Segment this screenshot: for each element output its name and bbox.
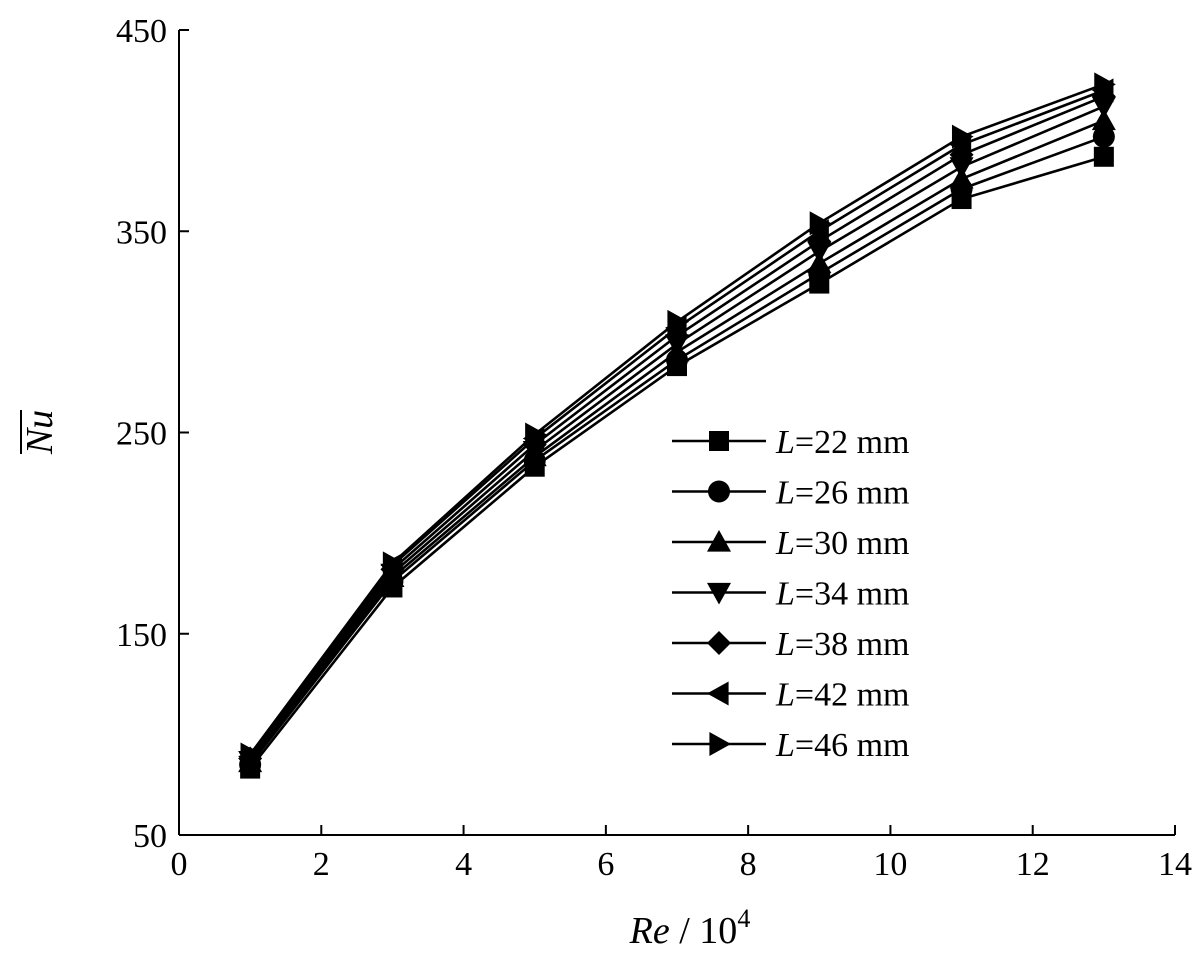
legend-marker (709, 732, 731, 756)
legend-marker (707, 530, 731, 552)
data-point-series-7 (525, 422, 547, 447)
legend-label: L=46 mm (775, 727, 910, 764)
x-axis-label-unit: / 10 (670, 910, 738, 952)
data-point-series-7 (1094, 72, 1116, 97)
x-tick-label: 8 (740, 846, 757, 883)
x-tick-label: 6 (597, 846, 614, 883)
y-tick-label: 350 (116, 214, 167, 251)
legend-marker (708, 480, 730, 503)
legend-item: L=46 mm (672, 727, 910, 764)
y-tick-label: 450 (116, 13, 167, 50)
series-line-6 (249, 89, 1105, 758)
y-ticks: 50 150 250 350 450 (116, 13, 189, 855)
data-point-series-7 (809, 211, 832, 236)
x-tick-label: 2 (313, 846, 330, 883)
legend-marker (709, 431, 729, 451)
x-tick-label: 12 (1016, 846, 1050, 883)
x-tick-label: 0 (171, 846, 188, 883)
series-line-4 (249, 105, 1105, 762)
x-axis-label: Re / 104 (629, 904, 751, 952)
x-tick-label: 14 (1158, 846, 1192, 883)
legend-label: L=22 mm (775, 424, 910, 461)
legend-item: L=22 mm (672, 424, 910, 461)
legend-marker (707, 681, 729, 706)
series-line-1 (249, 155, 1105, 770)
x-ticks: 0 2 4 6 8 10 12 14 (171, 825, 1192, 883)
legend-marker (707, 631, 731, 655)
x-axis-label-variable: Re (629, 910, 670, 952)
legend-label: L=34 mm (775, 576, 910, 613)
x-tick-label: 10 (873, 846, 907, 883)
series-markers (238, 72, 1116, 779)
legend-marker (707, 582, 731, 605)
data-point-series-3 (1091, 108, 1116, 131)
y-axis-label-text: Nu (19, 410, 61, 455)
x-tick-label: 4 (455, 846, 472, 883)
y-tick-label: 50 (133, 818, 167, 855)
legend-item: L=26 mm (672, 475, 910, 512)
x-axis-label-exponent: 4 (737, 904, 750, 933)
data-point-series-1 (1093, 146, 1114, 167)
legend-item: L=38 mm (672, 626, 910, 663)
legend-item: L=30 mm (672, 525, 910, 562)
legend-label: L=42 mm (775, 677, 910, 714)
series-line-2 (249, 135, 1105, 766)
data-point-series-7 (382, 551, 405, 576)
legend-label: L=30 mm (775, 525, 910, 562)
series-lines (249, 83, 1105, 770)
legend: L=22 mm L=26 mm L=30 mm L=34 mm L=38 mm L=42 … (672, 424, 910, 764)
data-point-series-7 (667, 309, 689, 334)
data-point-series-4 (949, 157, 974, 179)
y-tick-label: 250 (116, 416, 167, 453)
data-point-series-2 (1092, 125, 1115, 148)
legend-item: L=42 mm (672, 677, 910, 714)
legend-label: L=26 mm (775, 475, 910, 512)
data-point-series-7 (240, 742, 263, 767)
y-tick-label: 150 (116, 617, 167, 654)
y-axis-label: Nu (19, 410, 61, 455)
legend-label: L=38 mm (775, 626, 910, 663)
data-point-series-7 (951, 124, 974, 149)
legend-item: L=34 mm (672, 576, 910, 613)
axes (178, 30, 1175, 836)
